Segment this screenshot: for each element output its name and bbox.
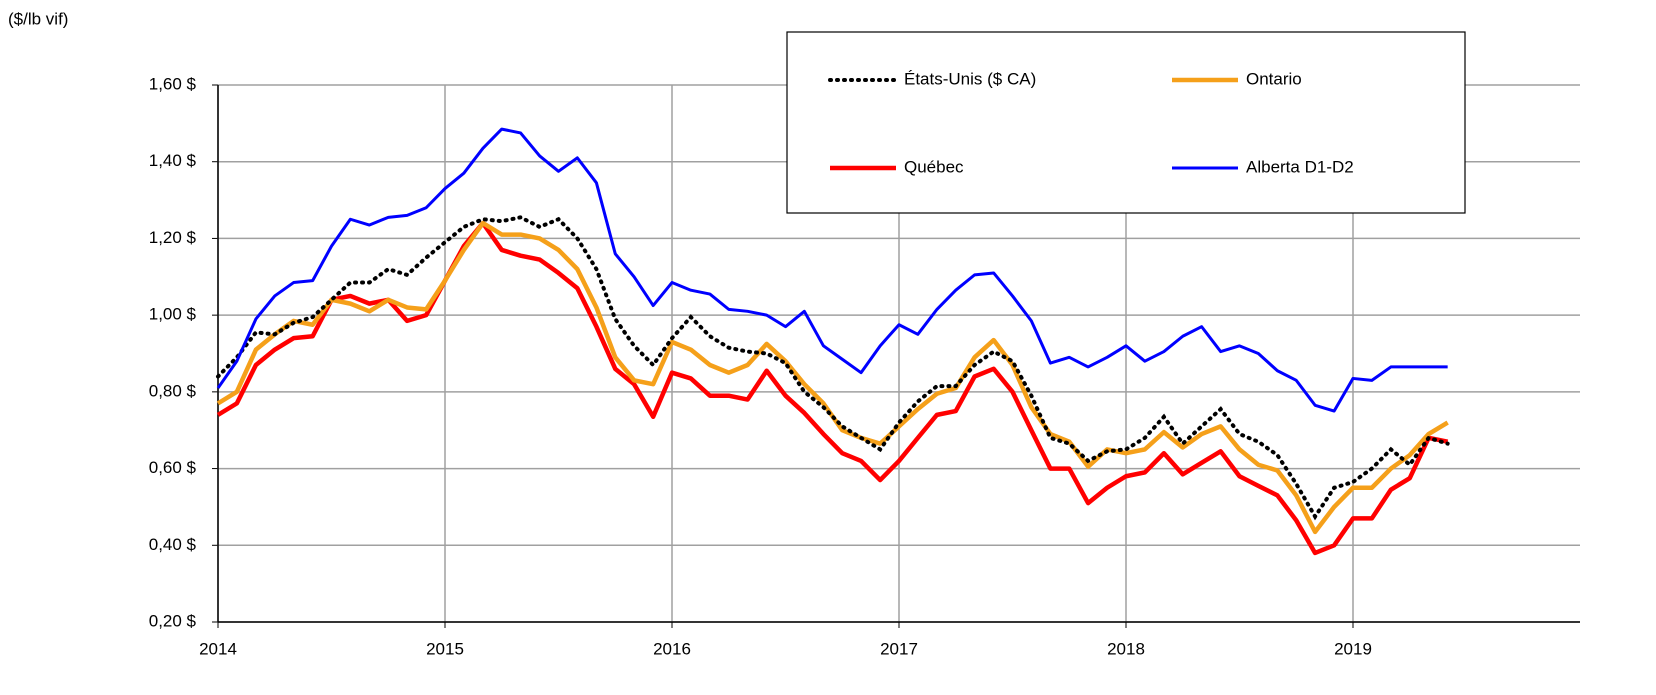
x-tick-label: 2017 <box>880 639 918 658</box>
legend-label: Québec <box>904 157 964 176</box>
x-tick-label: 2016 <box>653 639 691 658</box>
y-tick-label: 1,00 $ <box>149 305 197 324</box>
x-tick-label: 2015 <box>426 639 464 658</box>
series-line <box>216 220 1449 535</box>
y-tick-label: 0,80 $ <box>149 381 197 400</box>
y-tick-label: 1,60 $ <box>149 74 197 93</box>
x-tick-label: 2014 <box>199 639 237 658</box>
x-tick-label: 2018 <box>1107 639 1145 658</box>
y-tick-label: 0,60 $ <box>149 458 197 477</box>
y-unit-label: ($/lb vif) <box>8 9 68 28</box>
series-line <box>216 215 1450 521</box>
y-tick-label: 1,20 $ <box>149 228 197 247</box>
x-tick-label: 2019 <box>1334 639 1372 658</box>
legend-label: États-Unis ($ CA) <box>904 69 1036 88</box>
series-line <box>216 220 1449 556</box>
y-tick-label: 0,40 $ <box>149 535 197 554</box>
legend-box <box>786 31 1466 214</box>
y-tick-label: 0,20 $ <box>149 611 197 630</box>
y-tick-label: 1,40 $ <box>149 151 197 170</box>
legend-label: Ontario <box>1246 69 1302 88</box>
legend-label: Alberta D1-D2 <box>1246 157 1354 176</box>
series-line <box>216 127 1448 413</box>
